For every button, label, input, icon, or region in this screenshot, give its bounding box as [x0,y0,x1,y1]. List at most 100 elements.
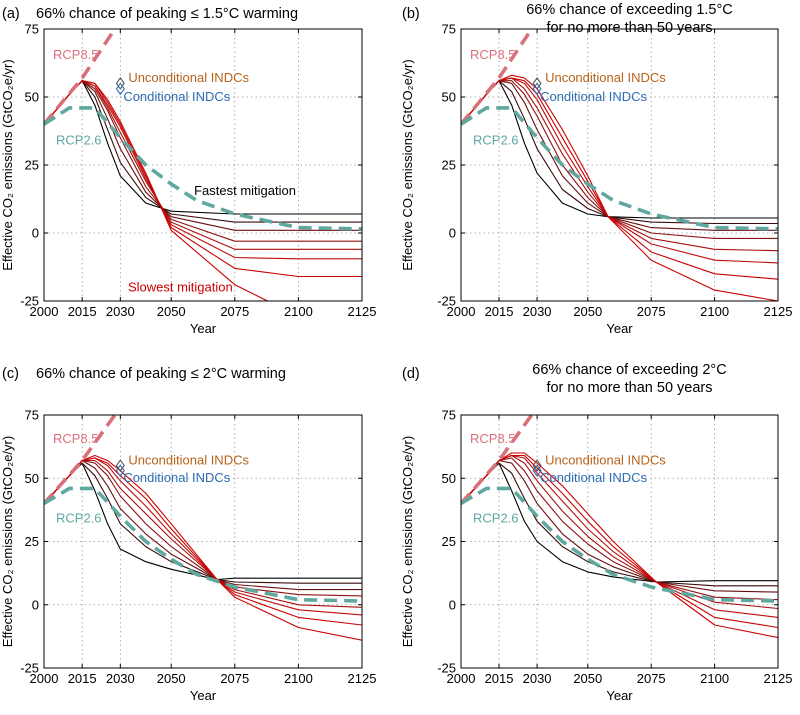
y-tick-label: 75 [25,22,39,37]
conditional-indc-marker [532,464,542,478]
y-tick-label: -25 [437,294,456,309]
conditional-indc-label: Conditional INDCs [540,470,647,485]
pathway-line [44,80,362,278]
unconditional-indc-label: Unconditional INDCs [545,452,666,467]
y-tick-label: 50 [442,90,456,105]
pathway-line [44,454,362,641]
unconditional-indc-label: Unconditional INDCs [128,452,249,467]
rcp85-label: RCP8.5 [53,431,99,446]
y-tick-label: 0 [32,226,39,241]
y-tick-label: -25 [20,294,39,309]
panel-label: (c) [2,366,19,382]
pathway-line [461,80,778,239]
y-tick-label: 75 [442,408,456,423]
y-tick-label: 0 [449,597,456,612]
y-tick-label: 0 [449,226,456,241]
y-tick-label: 0 [32,597,39,612]
x-tick-label: 2075 [220,304,249,319]
conditional-indc-marker [115,82,125,96]
x-axis-label: Year [606,321,633,336]
y-tick-label: 25 [25,158,39,173]
chart-panel: 2000 2015 2030 2050 2075 2100 2125 -25 0 25 50 75 Ye… [400,2,792,336]
conditional-indc-label: Conditional INDCs [123,89,230,104]
chart-title: 66% chance of exceeding 2°C [532,362,726,378]
x-tick-label: 2100 [284,671,313,686]
panel-label: (d) [402,366,420,382]
x-tick-label: 2000 [30,304,59,319]
chart-title: 66% chance of peaking ≤ 1.5°C warming [36,6,298,22]
x-tick-label: 2015 [68,671,97,686]
rcp26-label: RCP2.6 [56,511,102,526]
panel-label: (b) [402,6,420,22]
x-tick-label: 2030 [523,671,552,686]
chart-panel: 2000 2015 2030 2050 2075 2100 2125 -25 0 25 50 75 Ye… [0,366,376,703]
x-tick-label: 2125 [348,671,377,686]
y-tick-label: 75 [25,408,39,423]
unconditional-indc-marker [115,459,125,473]
rcp85-line [44,415,118,505]
x-tick-label: 2075 [220,671,249,686]
x-tick-label: 2050 [573,671,602,686]
chart-title: 66% chance of peaking ≤ 2°C warming [36,366,286,382]
rcp26-line [44,106,362,231]
y-tick-label: 50 [25,90,39,105]
rcp26-line [44,486,362,603]
chart-panel: 2000 2015 2030 2050 2075 2100 2125 -25 0 25 50 75 Ye… [0,6,376,336]
plot-area [44,415,362,641]
y-axis-label: Effective CO₂ emissions (GtCO₂e/yr) [400,436,415,647]
rcp85-label: RCP8.5 [470,431,516,446]
unconditional-indc-marker [115,76,125,90]
pathway-line [44,80,362,242]
rcp26-label: RCP2.6 [56,133,102,148]
plot-area [461,415,778,639]
conditional-indc-marker [115,464,125,478]
x-tick-label: 2100 [284,304,313,319]
x-tick-label: 2100 [700,671,729,686]
y-tick-label: 25 [25,534,39,549]
unconditional-indc-label: Unconditional INDCs [545,70,666,85]
conditional-indc-marker [532,82,542,96]
conditional-indc-label: Conditional INDCs [123,470,230,485]
x-tick-label: 2015 [68,304,97,319]
plot-area [461,29,778,301]
rcp26-label: RCP2.6 [473,133,519,148]
x-tick-label: 2050 [157,671,186,686]
x-tick-label: 2030 [106,304,135,319]
y-tick-label: -25 [20,661,39,676]
x-axis-label: Year [190,688,217,703]
rcp85-line [44,29,118,126]
x-tick-label: 2125 [764,304,793,319]
y-tick-label: -25 [437,661,456,676]
x-tick-label: 2000 [447,671,476,686]
x-tick-label: 2100 [700,304,729,319]
x-tick-label: 2050 [573,304,602,319]
chart-title: for no more than 50 years [546,380,712,396]
chart-title: 66% chance of exceeding 1.5°C [526,2,733,18]
unconditional-indc-marker [532,459,542,473]
rcp26-line [461,486,778,603]
y-axis-label: Effective CO₂ emissions (GtCO₂e/yr) [0,59,15,270]
rcp26-line [461,106,778,231]
chart-title: for no more than 50 years [546,20,712,36]
y-tick-label: 25 [442,158,456,173]
x-tick-label: 2050 [157,304,186,319]
rcp85-label: RCP8.5 [470,47,516,62]
rcp26-label: RCP2.6 [473,511,519,526]
pathway-line [461,77,778,264]
x-tick-label: 2125 [348,304,377,319]
x-tick-label: 2000 [447,304,476,319]
unconditional-indc-label: Unconditional INDCs [128,70,249,85]
plot-area [44,29,362,301]
fastest-mitigation-label: Fastest mitigation [194,183,296,198]
x-tick-label: 2015 [485,671,514,686]
x-tick-label: 2030 [106,671,135,686]
y-tick-label: 25 [442,534,456,549]
x-tick-label: 2075 [637,304,666,319]
panel-label: (a) [2,6,20,22]
x-tick-label: 2075 [637,671,666,686]
y-tick-label: 50 [442,471,456,486]
rcp85-line [461,415,534,505]
x-tick-label: 2125 [764,671,793,686]
x-axis-label: Year [606,688,633,703]
